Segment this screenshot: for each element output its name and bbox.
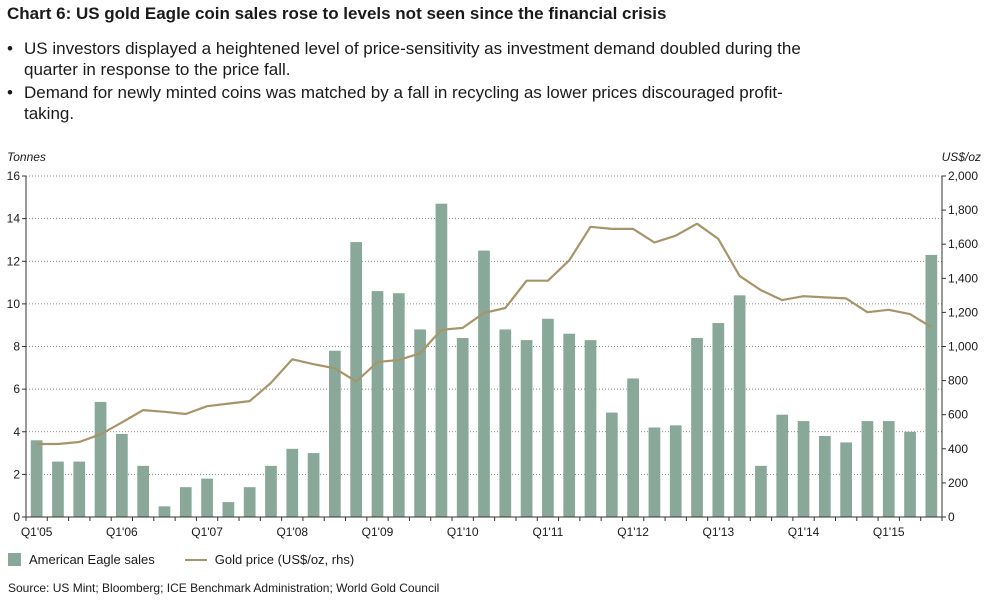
legend: American Eagle sales Gold price (US$/oz,… bbox=[8, 552, 384, 567]
bar-american-eagle bbox=[94, 401, 107, 517]
bar-american-eagle bbox=[861, 421, 874, 517]
chart-title: Chart 6: US gold Eagle coin sales rose t… bbox=[7, 4, 667, 23]
left-tick-label: 16 bbox=[7, 169, 21, 183]
left-tick-label: 8 bbox=[13, 340, 20, 354]
right-tick-label: 200 bbox=[948, 476, 968, 490]
bullet-text: US investors displayed a heightened leve… bbox=[24, 39, 801, 79]
right-tick-label: 400 bbox=[948, 442, 968, 456]
left-tick-label: 14 bbox=[7, 212, 21, 226]
right-tick-label: 1,600 bbox=[948, 237, 978, 251]
right-tick-label: 0 bbox=[948, 510, 955, 524]
bar-american-eagle bbox=[158, 506, 171, 517]
bar-american-eagle bbox=[882, 421, 895, 517]
bullet-text: Demand for newly minted coins was matche… bbox=[24, 83, 783, 123]
bar-american-eagle bbox=[755, 465, 767, 517]
x-tick-label: Q1'13 bbox=[702, 525, 734, 539]
legend-item-line: Gold price (US$/oz, rhs) bbox=[184, 552, 355, 567]
bar-american-eagle bbox=[840, 442, 852, 517]
bar-american-eagle bbox=[286, 448, 299, 517]
bullet-dot-icon: • bbox=[7, 83, 13, 102]
right-tick-label: 1,000 bbox=[948, 340, 978, 354]
left-tick-label: 12 bbox=[7, 254, 21, 268]
bar-american-eagle bbox=[456, 337, 469, 517]
right-tick-label: 1,200 bbox=[948, 305, 978, 319]
bar-american-eagle bbox=[116, 433, 128, 517]
bar-american-eagle bbox=[499, 329, 512, 517]
x-tick-label: Q1'15 bbox=[873, 525, 905, 539]
bar-american-eagle bbox=[392, 293, 405, 517]
bar-american-eagle bbox=[435, 203, 448, 518]
right-tick-label: 1,800 bbox=[948, 203, 978, 217]
bar-american-eagle bbox=[648, 427, 661, 517]
x-tick-label: Q1'10 bbox=[447, 525, 479, 539]
left-tick-label: 4 bbox=[13, 425, 20, 439]
bar-american-eagle bbox=[265, 465, 277, 517]
bar-american-eagle bbox=[243, 487, 256, 517]
bar-american-eagle bbox=[733, 295, 746, 517]
bar-american-eagle bbox=[691, 337, 703, 517]
bar-american-eagle bbox=[542, 318, 554, 517]
bar-american-eagle bbox=[371, 291, 384, 517]
bar-american-eagle bbox=[179, 487, 192, 517]
bar-american-eagle bbox=[605, 412, 618, 517]
bar-american-eagle bbox=[925, 254, 938, 517]
bullet-item: • Demand for newly minted coins was matc… bbox=[7, 82, 804, 124]
right-tick-label: 800 bbox=[948, 374, 968, 388]
bar-american-eagle bbox=[584, 340, 597, 517]
bar-american-eagle bbox=[73, 461, 86, 517]
legend-line-swatch-icon bbox=[184, 558, 207, 561]
bar-american-eagle bbox=[478, 250, 490, 517]
legend-label-bars: American Eagle sales bbox=[29, 552, 155, 567]
bullet-dot-icon: • bbox=[7, 39, 13, 58]
source-note: Source: US Mint; Bloomberg; ICE Benchmar… bbox=[8, 581, 440, 595]
bar-american-eagle bbox=[627, 378, 639, 517]
bar-american-eagle bbox=[30, 440, 43, 517]
x-tick-label: Q1'14 bbox=[788, 525, 820, 539]
bar-american-eagle bbox=[52, 461, 64, 517]
right-axis-unit: US$/oz bbox=[941, 150, 981, 164]
right-tick-label: 1,400 bbox=[948, 271, 978, 285]
x-tick-label: Q1'09 bbox=[362, 525, 394, 539]
bullet-list: • US investors displayed a heightened le… bbox=[7, 38, 804, 126]
series-line-gold-price bbox=[36, 222, 932, 446]
left-tick-label: 2 bbox=[13, 467, 20, 481]
left-tick-label: 0 bbox=[13, 510, 20, 524]
legend-bar-swatch-icon bbox=[8, 553, 21, 566]
bar-american-eagle bbox=[712, 323, 725, 517]
x-tick-label: Q1'07 bbox=[191, 525, 223, 539]
bar-american-eagle bbox=[776, 414, 789, 517]
bar-american-eagle bbox=[818, 436, 831, 517]
bar-american-eagle bbox=[201, 478, 213, 517]
left-tick-label: 6 bbox=[13, 382, 20, 396]
x-tick-label: Q1'12 bbox=[617, 525, 649, 539]
bar-american-eagle bbox=[329, 350, 341, 517]
bullet-item: • US investors displayed a heightened le… bbox=[7, 38, 804, 80]
bar-american-eagle bbox=[904, 431, 916, 517]
bar-american-eagle bbox=[797, 421, 810, 517]
bar-american-eagle bbox=[563, 333, 576, 517]
left-tick-label: 10 bbox=[7, 297, 21, 311]
legend-item-bars: American Eagle sales bbox=[8, 552, 155, 567]
bar-american-eagle bbox=[414, 329, 426, 517]
right-tick-label: 2,000 bbox=[948, 169, 978, 183]
bar-american-eagle bbox=[137, 465, 150, 517]
bar-american-eagle bbox=[669, 425, 682, 517]
x-tick-label: Q1'11 bbox=[533, 525, 564, 539]
x-tick-label: Q1'05 bbox=[21, 525, 53, 539]
x-tick-label: Q1'08 bbox=[276, 525, 308, 539]
x-tick-label: Q1'06 bbox=[106, 525, 138, 539]
right-tick-label: 600 bbox=[948, 408, 968, 422]
bar-american-eagle bbox=[307, 453, 320, 517]
bar-american-eagle bbox=[520, 340, 533, 517]
left-axis-unit: Tonnes bbox=[7, 150, 46, 164]
bar-american-eagle bbox=[350, 242, 363, 517]
legend-label-line: Gold price (US$/oz, rhs) bbox=[214, 552, 355, 567]
bar-american-eagle bbox=[222, 502, 235, 517]
